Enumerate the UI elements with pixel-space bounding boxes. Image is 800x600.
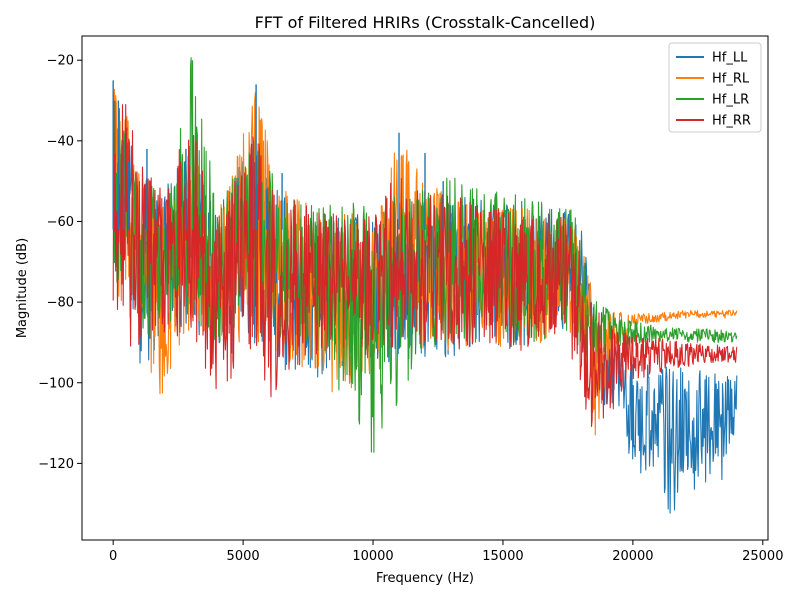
x-axis-label: Frequency (Hz) bbox=[376, 571, 474, 586]
series-line-hf-rr bbox=[112, 100, 738, 427]
series-layer bbox=[112, 57, 738, 514]
y-tick-label: −60 bbox=[47, 215, 74, 230]
legend: Hf_LL Hf_RL Hf_LR Hf_RR bbox=[668, 42, 762, 133]
legend-label: Hf_LR bbox=[712, 93, 749, 108]
y-tick-label: −100 bbox=[38, 376, 74, 391]
x-tick-label: 15000 bbox=[482, 549, 523, 564]
x-axis: 0 5000 10000 15000 20000 25000 bbox=[109, 540, 783, 564]
x-tick-label: 20000 bbox=[612, 549, 653, 564]
x-tick-label: 25000 bbox=[742, 549, 783, 564]
legend-box bbox=[668, 42, 762, 133]
legend-label: Hf_RL bbox=[712, 72, 750, 87]
legend-label: Hf_LL bbox=[712, 51, 748, 66]
y-tick-label: −120 bbox=[38, 457, 74, 472]
x-tick-label: 5000 bbox=[227, 549, 260, 564]
x-tick-label: 0 bbox=[109, 549, 117, 564]
chart-title: FFT of Filtered HRIRs (Crosstalk-Cancell… bbox=[255, 13, 596, 32]
y-axis-label: Magnitude (dB) bbox=[15, 238, 30, 338]
x-tick-label: 10000 bbox=[352, 549, 393, 564]
y-tick-label: −40 bbox=[47, 134, 74, 149]
y-tick-label: −80 bbox=[47, 296, 74, 311]
y-axis: −120 −100 −80 −60 −40 −20 bbox=[38, 54, 82, 472]
plot-frame bbox=[81, 35, 769, 541]
legend-label: Hf_RR bbox=[712, 114, 751, 129]
y-tick-label: −20 bbox=[47, 54, 74, 69]
